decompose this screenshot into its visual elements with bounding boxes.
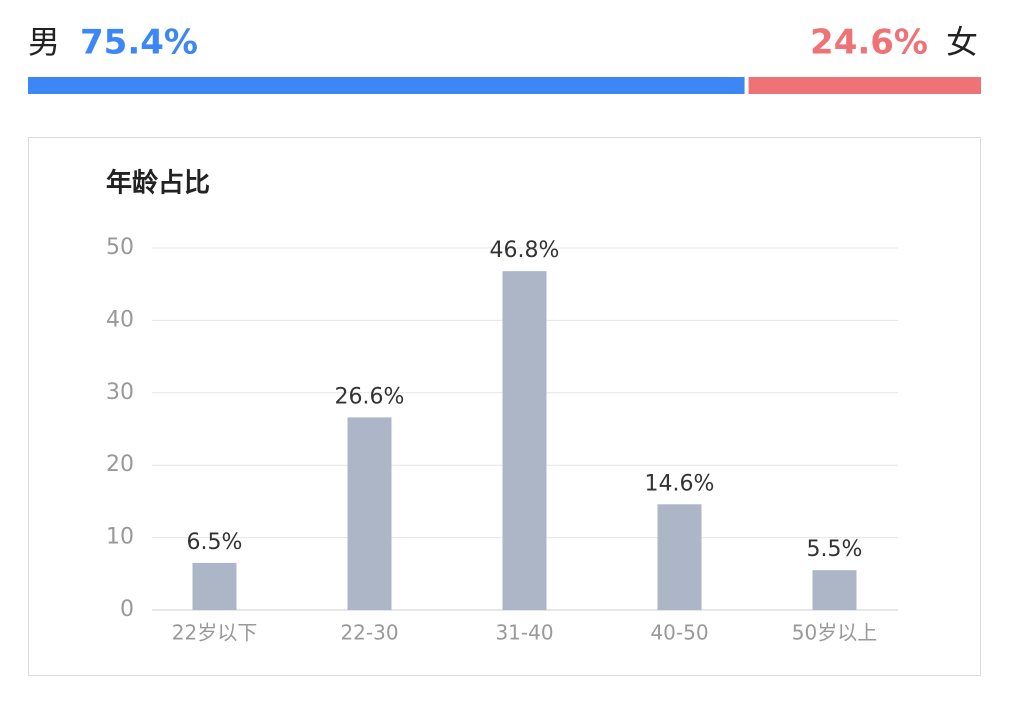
male-percent: 75.4% xyxy=(80,23,198,63)
y-tick-label: 20 xyxy=(106,452,134,477)
x-tick-label: 22-30 xyxy=(340,621,398,645)
y-tick-label: 50 xyxy=(106,235,134,260)
value-label: 6.5% xyxy=(187,530,243,555)
value-label: 5.5% xyxy=(807,537,863,562)
y-tick-label: 0 xyxy=(120,597,134,622)
chart-panel xyxy=(28,137,981,676)
value-label: 46.8% xyxy=(490,238,560,263)
x-tick-label: 50岁以上 xyxy=(792,621,877,645)
value-label: 14.6% xyxy=(645,471,715,496)
y-tick-label: 40 xyxy=(106,307,134,332)
female-percent: 24.6% xyxy=(810,23,928,63)
bar xyxy=(657,504,702,610)
female-label: 女 xyxy=(946,23,978,61)
x-tick-label: 40-50 xyxy=(650,621,708,645)
bar xyxy=(192,562,237,610)
x-tick-label: 22岁以下 xyxy=(172,621,257,645)
female-bar xyxy=(748,77,981,94)
male-label: 男 xyxy=(28,23,60,61)
y-tick-label: 30 xyxy=(106,380,134,405)
bar xyxy=(502,271,547,610)
bar xyxy=(812,570,857,610)
y-tick-label: 10 xyxy=(106,525,134,550)
x-tick-label: 31-40 xyxy=(495,621,553,645)
chart-title: 年龄占比 xyxy=(106,168,210,199)
bar xyxy=(347,417,392,610)
male-bar xyxy=(28,77,745,94)
value-label: 26.6% xyxy=(335,384,405,409)
